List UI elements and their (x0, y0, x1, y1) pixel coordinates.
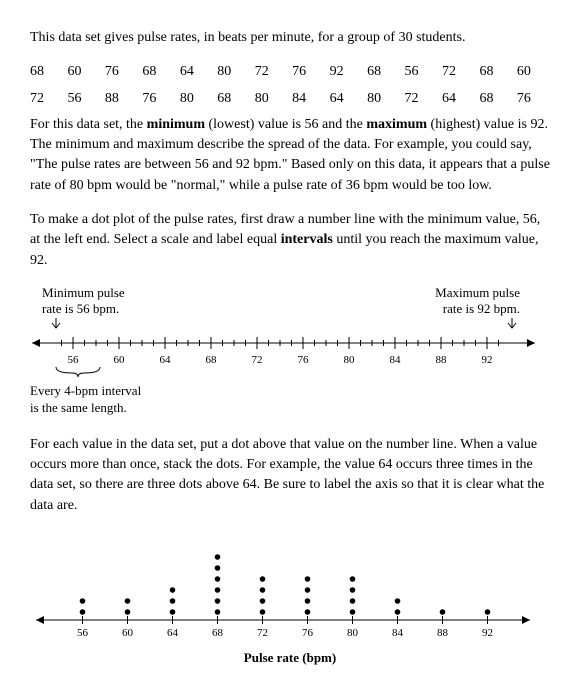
arrow-down-icon (42, 318, 62, 330)
data-table: 6860766864807276926856726860 72568876806… (30, 62, 550, 109)
bold-maximum: maximum (366, 117, 427, 132)
data-value: 64 (330, 89, 363, 109)
data-value: 56 (405, 62, 438, 82)
bold-minimum: minimum (147, 117, 205, 132)
data-value: 92 (330, 62, 363, 82)
svg-text:56: 56 (68, 354, 80, 366)
svg-text:68: 68 (212, 627, 224, 639)
data-value: 68 (142, 62, 175, 82)
data-value: 72 (405, 89, 438, 109)
data-value: 64 (180, 62, 213, 82)
svg-text:72: 72 (252, 354, 263, 366)
svg-text:76: 76 (298, 354, 310, 366)
svg-text:56: 56 (77, 627, 89, 639)
arrow-down-icon (440, 318, 520, 330)
data-value: 80 (217, 62, 250, 82)
data-value: 68 (367, 62, 400, 82)
data-value: 56 (67, 89, 100, 109)
svg-text:60: 60 (122, 627, 134, 639)
svg-text:80: 80 (347, 627, 359, 639)
bold-intervals: intervals (281, 232, 333, 247)
data-value: 84 (292, 89, 325, 109)
paragraph-intervals: To make a dot plot of the pulse rates, f… (30, 210, 550, 271)
data-value: 68 (30, 62, 63, 82)
data-value: 60 (517, 62, 550, 82)
number-line-svg: 56 60 64 68 72 76 80 84 88 92 (30, 333, 540, 373)
paragraph-dotplot: For each value in the data set, put a do… (30, 435, 550, 516)
dot-plot-diagram: 56 60 64 68 72 76 80 84 88 92 Pulse rate (bpm) (30, 530, 550, 668)
data-value: 68 (479, 89, 512, 109)
svg-text:76: 76 (302, 627, 314, 639)
svg-text:88: 88 (437, 627, 449, 639)
data-value: 68 (479, 62, 512, 82)
data-value: 72 (442, 62, 475, 82)
svg-text:88: 88 (436, 354, 448, 366)
data-value: 80 (255, 89, 288, 109)
data-value: 80 (180, 89, 213, 109)
data-value: 72 (30, 89, 63, 109)
svg-text:92: 92 (482, 354, 493, 366)
data-value: 76 (517, 89, 550, 109)
number-line-diagram: Minimum pulserate is 56 bpm. Maximum pul… (30, 285, 550, 363)
data-value: 60 (67, 62, 100, 82)
paragraph-minmax: For this data set, the minimum (lowest) … (30, 115, 550, 196)
svg-text:68: 68 (206, 354, 218, 366)
svg-text:64: 64 (167, 627, 179, 639)
svg-text:64: 64 (160, 354, 172, 366)
interval-note: Every 4-bpm intervalis the same length. (30, 383, 550, 417)
min-label: Minimum pulserate is 56 bpm. (42, 285, 125, 334)
svg-text:80: 80 (344, 354, 356, 366)
data-value: 72 (255, 62, 288, 82)
data-value: 80 (367, 89, 400, 109)
data-value: 68 (217, 89, 250, 109)
axis-label: Pulse rate (bpm) (30, 649, 550, 668)
dot-plot-svg: 56 60 64 68 72 76 80 84 88 92 (30, 530, 540, 640)
svg-text:84: 84 (392, 627, 404, 639)
max-label: Maximum pulserate is 92 bpm. (410, 285, 520, 334)
data-value: 64 (442, 89, 475, 109)
svg-text:72: 72 (257, 627, 268, 639)
svg-text:84: 84 (390, 354, 402, 366)
svg-text:92: 92 (482, 627, 493, 639)
data-value: 76 (292, 62, 325, 82)
data-value: 76 (105, 62, 138, 82)
intro-paragraph: This data set gives pulse rates, in beat… (30, 28, 550, 48)
data-value: 88 (105, 89, 138, 109)
data-value: 76 (142, 89, 175, 109)
svg-text:60: 60 (114, 354, 126, 366)
